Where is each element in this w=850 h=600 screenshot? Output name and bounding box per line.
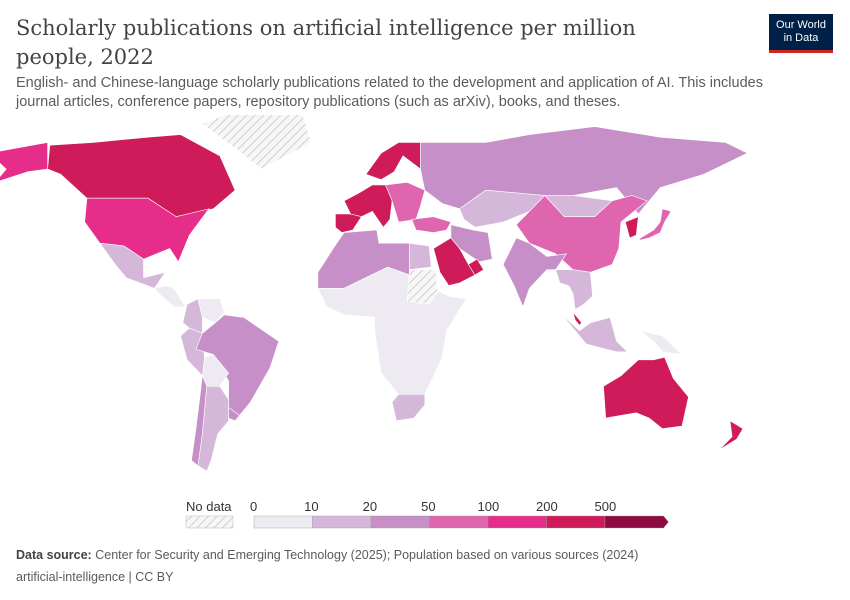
legend-bin-5[interactable] xyxy=(546,515,606,529)
country-argentina[interactable] xyxy=(197,385,229,472)
country-united-states[interactable] xyxy=(84,197,210,263)
owid-logo[interactable]: Our World in Data xyxy=(769,14,833,53)
source-line: Data source: Center for Security and Eme… xyxy=(16,548,638,562)
country-south-africa[interactable] xyxy=(391,393,426,422)
world-map xyxy=(0,115,749,472)
country-indonesia[interactable] xyxy=(561,314,629,353)
country-canada[interactable] xyxy=(47,134,236,218)
country-iberia[interactable] xyxy=(335,213,362,233)
country-china[interactable] xyxy=(515,195,648,273)
country-southeast-asia[interactable] xyxy=(555,269,593,310)
legend-bar xyxy=(185,515,669,529)
country-central-america[interactable] xyxy=(153,285,186,308)
country-alaska[interactable] xyxy=(0,142,48,183)
country-greenland[interactable] xyxy=(201,115,312,170)
country-peru[interactable] xyxy=(180,327,205,377)
country-venezuela[interactable] xyxy=(197,298,225,324)
legend-no-data-swatch xyxy=(185,515,234,529)
country-uae[interactable] xyxy=(467,258,485,276)
country-new-zealand[interactable] xyxy=(718,420,744,451)
country-japan[interactable] xyxy=(637,208,672,242)
country-mexico[interactable] xyxy=(99,242,166,289)
legend: No data 0 10 20 50 100 200 500 xyxy=(0,495,850,535)
legend-bin-4[interactable] xyxy=(487,515,547,529)
country-sub-saharan-africa[interactable] xyxy=(317,266,467,395)
chart-title: Scholarly publications on artificial int… xyxy=(16,16,636,69)
country-sudan[interactable] xyxy=(406,269,439,305)
country-australia[interactable] xyxy=(603,356,689,430)
legend-tick: 200 xyxy=(535,499,558,514)
country-russia[interactable] xyxy=(420,126,749,215)
legend-tick: 20 xyxy=(362,499,378,514)
country-korea[interactable] xyxy=(624,216,639,239)
slug-line[interactable]: artificial-intelligence | CC BY xyxy=(16,570,174,584)
legend-tick: 100 xyxy=(477,499,500,514)
chart-subtitle: English- and Chinese-language scholarly … xyxy=(16,75,763,110)
country-scandinavia[interactable] xyxy=(365,142,421,180)
legend-tick: 0 xyxy=(250,499,258,514)
logo-line-1: Our World xyxy=(776,19,826,31)
country-egypt[interactable] xyxy=(409,242,432,271)
country-uruguay[interactable] xyxy=(228,406,240,422)
country-turkey[interactable] xyxy=(411,216,452,233)
country-kazakhstan[interactable] xyxy=(459,189,546,228)
country-papua-new-guinea[interactable] xyxy=(640,330,683,355)
legend-tick: 500 xyxy=(594,499,617,514)
legend-no-data-label: No data xyxy=(186,499,232,514)
legend-bin-3[interactable] xyxy=(429,515,489,529)
legend-tick: 50 xyxy=(421,499,436,514)
country-eastern-europe[interactable] xyxy=(385,181,426,223)
source-label: Data source: xyxy=(16,548,92,562)
legend-bin-2[interactable] xyxy=(370,515,430,529)
legend-bin-6[interactable] xyxy=(604,515,669,529)
source-text: Center for Security and Emerging Technol… xyxy=(95,548,639,562)
legend-tick: 10 xyxy=(304,499,319,514)
legend-bin-0[interactable] xyxy=(253,515,313,529)
country-malaysia[interactable] xyxy=(572,311,583,326)
legend-bin-1[interactable] xyxy=(312,515,372,529)
logo-line-2: in Data xyxy=(783,32,819,44)
